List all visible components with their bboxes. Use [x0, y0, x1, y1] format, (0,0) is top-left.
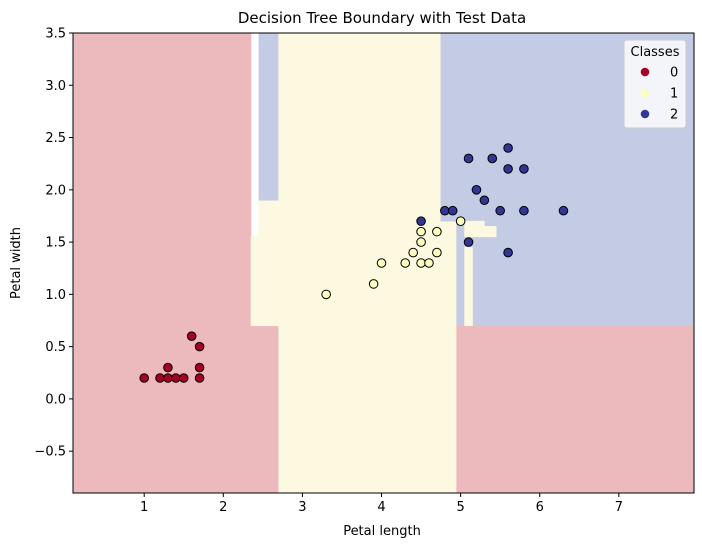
decision-region-class-1 — [464, 247, 473, 327]
data-point-class-0 — [171, 373, 181, 383]
data-point-class-0 — [194, 362, 205, 373]
y-tick-label: 1.0 — [45, 288, 66, 303]
data-point-class-1 — [408, 247, 418, 258]
data-point-class-1 — [432, 226, 442, 237]
y-tick-label: 3.0 — [45, 79, 66, 94]
x-tick-label: 7 — [615, 500, 623, 515]
y-tick-label: 0.0 — [45, 392, 66, 407]
decision-region-class-1 — [258, 199, 279, 327]
y-tick-label: 1.5 — [45, 236, 66, 251]
data-points — [139, 143, 569, 383]
data-point-class-2 — [463, 237, 474, 247]
x-tick-label: 1 — [140, 500, 148, 515]
chart-title: Decision Tree Boundary with Test Data — [238, 9, 526, 27]
decision-region-class-2 — [258, 32, 279, 201]
data-point-class-2 — [495, 205, 505, 216]
x-tick-label: 4 — [377, 500, 385, 515]
data-point-class-1 — [416, 226, 426, 237]
y-tick-label: −0.5 — [34, 445, 66, 460]
decision-region-class-0 — [72, 32, 252, 494]
data-point-class-2 — [487, 153, 498, 164]
decision-region-class-1 — [250, 236, 260, 327]
data-point-class-0 — [163, 362, 173, 373]
data-point-class-2 — [503, 143, 513, 153]
plot-frame — [72, 32, 695, 494]
decision-region-class-2 — [440, 215, 457, 222]
data-point-class-2 — [463, 153, 474, 164]
data-point-class-0 — [155, 373, 165, 383]
legend-label-class-2: 2 — [670, 108, 678, 123]
decision-region-class-1 — [440, 220, 457, 494]
y-tick-label: 2.5 — [45, 131, 66, 146]
data-point-class-1 — [376, 258, 387, 268]
data-point-class-2 — [558, 205, 569, 216]
y-tick-label: 0.5 — [45, 340, 66, 355]
data-point-class-1 — [368, 279, 379, 289]
data-point-class-1 — [424, 258, 434, 268]
legend-marker-class-0 — [640, 67, 650, 77]
decision-region-class-1 — [464, 226, 497, 238]
x-tick-label: 3 — [298, 500, 306, 515]
legend-marker-class-1 — [640, 88, 650, 98]
decision-region-class-1 — [464, 220, 485, 227]
x-tick-label: 6 — [536, 500, 544, 515]
data-point-class-2 — [479, 195, 490, 206]
decision-region-class-0 — [258, 325, 279, 494]
x-tick-label: 2 — [219, 500, 227, 515]
data-point-class-2 — [519, 164, 529, 174]
decision-region-class-1 — [278, 32, 442, 494]
data-point-class-1 — [455, 216, 466, 226]
data-point-class-1 — [432, 247, 442, 258]
x-tick-label: 5 — [456, 500, 464, 515]
y-axis-label: Petal width — [9, 227, 24, 299]
data-point-class-0 — [194, 373, 205, 383]
data-point-class-2 — [447, 205, 458, 216]
data-point-class-2 — [416, 216, 426, 226]
legend-entries: 0 1 2 — [640, 66, 678, 123]
data-point-class-0 — [194, 341, 205, 352]
legend-label-class-0: 0 — [670, 66, 678, 81]
legend-box — [623, 39, 687, 129]
x-axis-label: Petal length — [343, 524, 421, 539]
x-axis-ticks: 1 2 3 4 5 6 7 — [140, 493, 623, 515]
data-point-class-2 — [503, 247, 513, 258]
data-point-class-0 — [186, 331, 197, 341]
data-point-class-2 — [503, 164, 513, 174]
decision-region-class-0 — [456, 325, 695, 494]
data-point-class-2 — [519, 205, 529, 216]
legend-title: Classes — [631, 45, 680, 60]
legend: Classes 0 1 2 — [623, 39, 687, 129]
y-tick-label: 2.0 — [45, 183, 66, 198]
data-point-class-1 — [416, 258, 426, 268]
data-point-class-1 — [416, 237, 426, 247]
data-point-class-2 — [471, 185, 482, 195]
data-point-class-1 — [321, 289, 331, 300]
data-point-class-1 — [400, 258, 411, 268]
y-tick-label: 3.5 — [45, 27, 66, 42]
data-point-class-2 — [440, 205, 450, 216]
data-point-class-0 — [178, 373, 189, 383]
data-point-class-0 — [139, 373, 149, 383]
y-axis-ticks: −0.5 0.0 0.5 1.0 1.5 2.0 2.5 3.0 3.5 — [34, 27, 73, 460]
legend-label-class-1: 1 — [670, 87, 678, 102]
legend-marker-class-2 — [640, 109, 650, 119]
data-point-class-0 — [163, 373, 173, 383]
